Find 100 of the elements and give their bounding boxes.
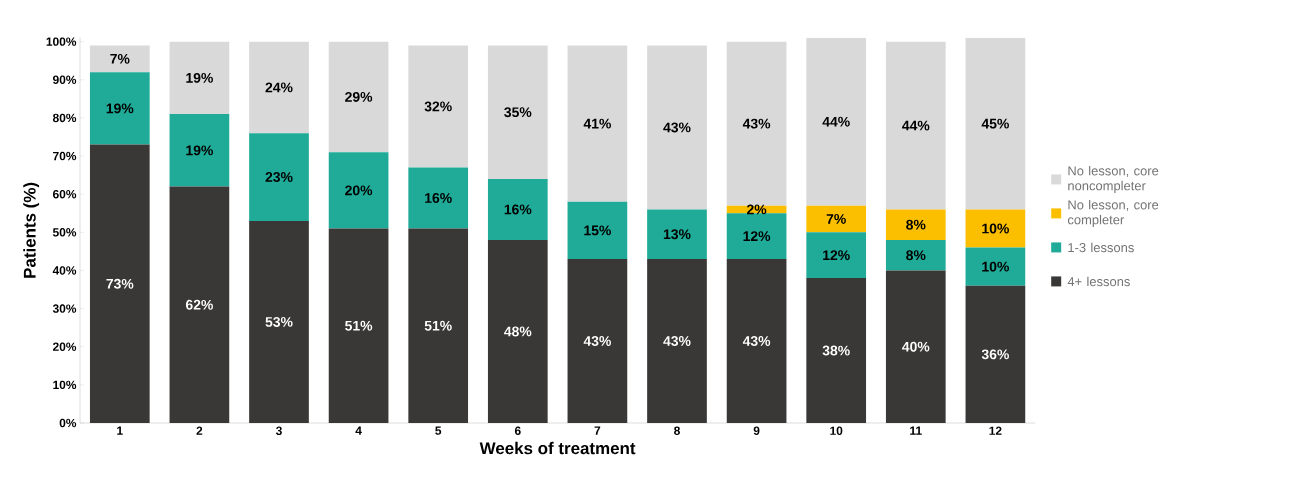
y-tick-label: 40% — [52, 266, 77, 275]
x-tick-label: 3 — [275, 426, 282, 436]
data-label: 12% — [743, 231, 771, 242]
bar — [169, 114, 230, 187]
y-tick-label: 20% — [52, 342, 77, 351]
y-axis-title: Patients (%) — [23, 182, 40, 278]
data-label: 10% — [982, 223, 1009, 234]
data-label: 40% — [902, 341, 930, 352]
x-tick-label: 7 — [594, 426, 601, 435]
bar — [885, 239, 946, 271]
x-tick-label: 11 — [910, 426, 922, 435]
bar — [647, 45, 707, 210]
bar — [806, 278, 867, 423]
x-tick-label: 9 — [753, 426, 760, 435]
data-label: 43% — [742, 118, 771, 129]
data-label: 51% — [345, 320, 373, 331]
bar — [328, 152, 389, 229]
data-label: 13% — [663, 229, 691, 240]
bar — [965, 209, 1026, 248]
bar — [249, 133, 309, 221]
bar — [965, 37, 1026, 210]
bar — [567, 45, 628, 202]
data-label: 23% — [265, 172, 293, 182]
data-label: 7% — [826, 214, 846, 224]
y-tick-label: 100% — [46, 37, 77, 46]
x-tick-label: 5 — [435, 426, 442, 435]
y-tick-label: 90% — [52, 75, 77, 84]
data-label: 12% — [823, 250, 850, 261]
x-tick-label: 6 — [514, 426, 521, 435]
data-label: 16% — [425, 193, 452, 203]
bar — [487, 239, 548, 423]
data-label: 51% — [424, 320, 452, 331]
data-label: 8% — [906, 250, 926, 261]
y-tick-label: 10% — [53, 380, 77, 390]
bar — [408, 45, 469, 168]
x-tick-label: 8 — [674, 426, 680, 435]
legend-label: 4+ lessons — [1067, 276, 1130, 287]
y-tick-label: 70% — [53, 151, 77, 161]
data-label: 73% — [106, 278, 134, 289]
bar — [249, 220, 309, 423]
bar — [885, 209, 946, 240]
bar — [726, 259, 787, 423]
y-tick-label: 80% — [52, 113, 77, 123]
data-label: 44% — [822, 116, 850, 127]
bar — [169, 186, 230, 423]
bar — [249, 41, 309, 134]
data-label: 44% — [902, 120, 930, 131]
data-label: 15% — [584, 225, 611, 236]
data-label: 20% — [345, 185, 373, 196]
bar — [89, 144, 150, 423]
bar — [726, 41, 787, 206]
y-tick-label: 50% — [52, 228, 77, 237]
data-label: 24% — [265, 82, 293, 93]
x-tick-label: 2 — [196, 426, 203, 435]
bar — [89, 72, 150, 145]
legend-label: No lesson, core noncompleter — [1068, 165, 1159, 193]
data-label: 7% — [110, 53, 130, 64]
bar — [487, 178, 548, 240]
data-label: 35% — [504, 107, 532, 118]
bar — [885, 270, 946, 423]
bar — [567, 259, 628, 423]
bar — [487, 45, 548, 179]
bar — [885, 41, 946, 210]
data-label: 8% — [906, 219, 926, 230]
bar — [647, 209, 707, 260]
data-label: 2% — [747, 204, 767, 215]
data-label: 32% — [424, 101, 452, 112]
data-label: 43% — [583, 336, 611, 346]
bar — [328, 228, 389, 423]
data-label: 19% — [186, 145, 213, 156]
data-label: 19% — [106, 103, 134, 114]
data-label: 62% — [185, 299, 213, 310]
bar — [806, 37, 867, 206]
data-label: 36% — [981, 349, 1009, 360]
bar — [806, 232, 867, 279]
legend-label: No lesson, core completer — [1067, 199, 1159, 227]
data-label: 53% — [265, 316, 293, 327]
data-label: 38% — [822, 345, 850, 356]
bar — [408, 228, 469, 423]
bar — [89, 45, 150, 73]
x-tick-label: 10 — [830, 426, 843, 435]
bar — [328, 41, 389, 153]
data-label: 43% — [663, 122, 691, 133]
data-label: 19% — [186, 72, 213, 83]
y-tick-label: 60% — [52, 189, 77, 199]
bar — [965, 247, 1026, 286]
bar — [965, 285, 1026, 423]
bar — [806, 205, 867, 233]
bar — [408, 167, 469, 229]
bar — [726, 213, 787, 260]
bar — [169, 41, 230, 115]
x-axis-title: Weeks of treatment — [479, 441, 636, 455]
data-label: 41% — [583, 118, 611, 129]
x-tick-label: 4 — [355, 426, 362, 435]
data-label: 10% — [982, 261, 1009, 272]
data-label: 48% — [504, 326, 532, 337]
data-label: 43% — [742, 336, 771, 346]
data-label: 29% — [345, 91, 373, 102]
y-tick-label: 0% — [59, 418, 77, 428]
legend-label: 1-3 lessons — [1068, 242, 1134, 253]
